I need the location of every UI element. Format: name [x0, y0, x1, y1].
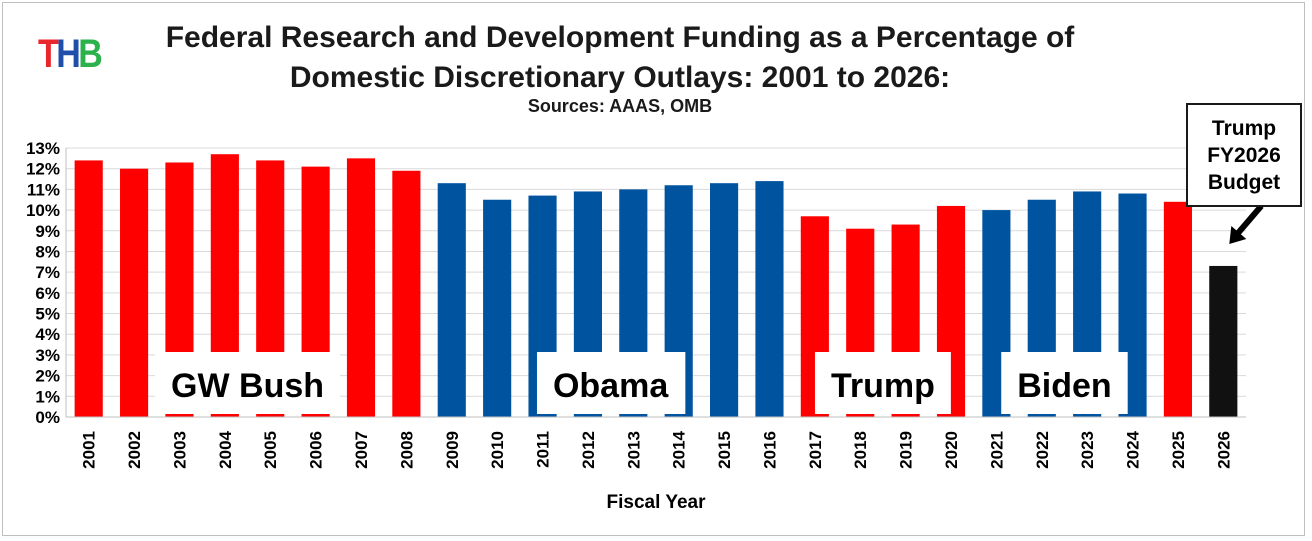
y-tick-label: 10% [26, 201, 60, 220]
x-tick-label: 2021 [987, 431, 1006, 469]
x-tick-label: 2012 [579, 431, 598, 469]
x-tick-label: 2014 [670, 430, 689, 468]
y-tick-label: 5% [35, 305, 60, 324]
x-tick-label: 2024 [1124, 430, 1143, 468]
x-tick-label: 2003 [170, 431, 189, 469]
administration-label-box [1001, 352, 1128, 414]
y-tick-label: 4% [35, 325, 60, 344]
annotation-arrow-head [1229, 225, 1247, 244]
bar-2009 [437, 183, 466, 417]
x-tick-label: 2002 [125, 431, 144, 469]
x-tick-label: 2011 [534, 431, 553, 468]
y-tick-label: 7% [35, 263, 60, 282]
x-tick-label: 2026 [1214, 431, 1233, 469]
administration-label-box [155, 352, 341, 414]
x-tick-label: 2004 [216, 430, 235, 468]
thb-logo: THB [38, 32, 103, 76]
x-tick-label: 2006 [307, 431, 326, 469]
y-tick-label: 6% [35, 284, 60, 303]
x-tick-label: 2001 [80, 431, 99, 469]
y-tick-label: 2% [35, 367, 60, 386]
administration-label: GW Bush [171, 367, 324, 405]
bar-2008 [392, 170, 421, 417]
bar-2002 [120, 168, 149, 417]
chart-title: Federal Research and Development Funding… [120, 18, 1120, 98]
x-tick-label: 2016 [760, 431, 779, 469]
annotation-line-3: Budget [1207, 171, 1281, 194]
x-tick-label: 2018 [851, 431, 870, 469]
y-tick-label: 11% [27, 180, 60, 199]
bar-2016 [755, 181, 784, 417]
annotation-arrow-shaft [1235, 203, 1264, 236]
y-tick-label: 13% [26, 139, 60, 158]
y-tick-label: 0% [35, 408, 60, 427]
x-tick-label: 2020 [942, 431, 961, 469]
bar-2007 [346, 158, 376, 417]
x-tick-label: 2009 [443, 431, 462, 469]
bar-2001 [74, 160, 103, 417]
x-tick-label: 2025 [1169, 431, 1188, 469]
logo-letter-h: H [56, 32, 81, 76]
administration-label: Trump [831, 367, 935, 405]
chart-title-line-1: Federal Research and Development Funding… [165, 21, 1075, 54]
administration-label: Biden [1017, 367, 1111, 405]
annotation-line-1: Trump [1211, 117, 1277, 140]
x-tick-label: 2007 [352, 431, 371, 469]
y-tick-label: 9% [35, 222, 60, 241]
y-tick-label: 3% [35, 346, 60, 365]
annotation-line-2: FY2026 [1207, 144, 1281, 167]
logo-letter-b: B [78, 32, 103, 76]
bar-2015 [710, 183, 739, 417]
x-tick-label: 2005 [261, 431, 280, 469]
x-tick-label: 2015 [715, 431, 734, 469]
bar-2025 [1163, 201, 1192, 417]
x-tick-label: 2022 [1033, 431, 1052, 469]
x-tick-label: 2019 [897, 431, 916, 469]
fy2026-annotation-box: Trump FY2026 Budget [1186, 103, 1302, 207]
x-tick-label: 2010 [488, 431, 507, 469]
y-tick-label: 1% [35, 387, 60, 406]
administration-label: Obama [553, 367, 669, 405]
x-tick-label: 2023 [1078, 431, 1097, 469]
administration-label-box [536, 352, 686, 414]
logo-letter-t: T [38, 32, 59, 76]
administration-label-box [814, 352, 951, 414]
chart-subtitle: Sources: AAAS, OMB [527, 96, 713, 116]
y-tick-label: 8% [35, 242, 60, 261]
chart-title-line-2: Domestic Discretionary Outlays: 2001 to … [289, 61, 951, 94]
y-tick-label: 12% [26, 160, 60, 179]
x-tick-label: 2013 [624, 431, 643, 469]
x-tick-label: 2008 [397, 431, 416, 469]
x-tick-label: 2017 [806, 431, 825, 469]
bar-2026 [1209, 265, 1238, 417]
bar-2010 [483, 199, 512, 417]
x-axis-title: Fiscal Year [607, 492, 707, 513]
